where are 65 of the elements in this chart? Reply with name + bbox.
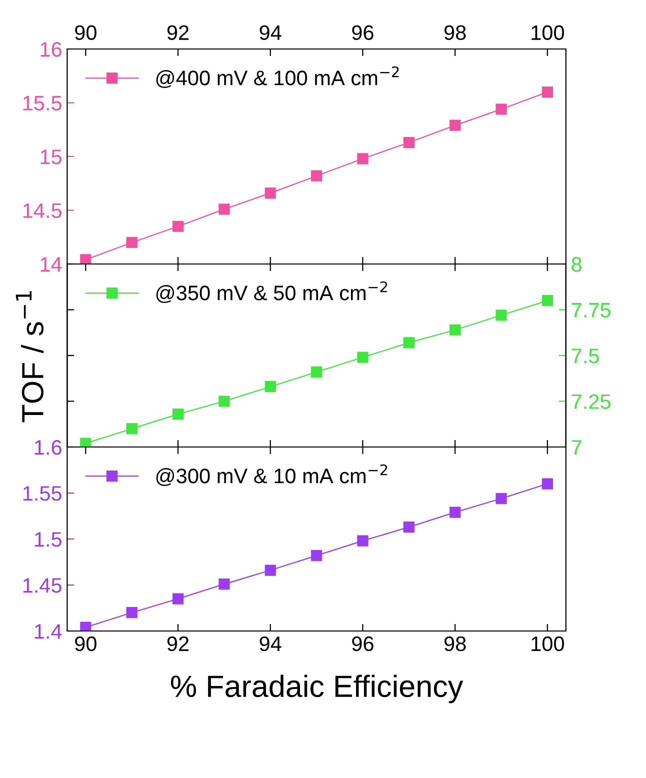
point <box>542 478 553 490</box>
y2-tick-label: 7.75 <box>572 302 610 318</box>
x-tick-label: 90 <box>75 636 96 652</box>
point <box>218 578 230 590</box>
y-tick-label: 15.5 <box>23 96 62 111</box>
point <box>218 396 230 407</box>
point <box>496 310 507 321</box>
point <box>496 104 507 115</box>
point <box>264 564 276 576</box>
point <box>310 366 322 378</box>
point <box>357 153 368 164</box>
y-tick-label: 1.45 <box>23 578 62 593</box>
y-tick-label: 1.5 <box>34 532 62 547</box>
point <box>172 593 184 604</box>
point <box>403 521 414 533</box>
point <box>450 506 461 518</box>
y2-tick-label: 7.25 <box>572 394 610 410</box>
point <box>80 254 92 264</box>
point <box>403 136 414 148</box>
x-tick-label: 100 <box>532 636 564 652</box>
point <box>310 170 322 182</box>
legend-label: @350 mV & 50 mA cm$^{−2}$ <box>156 281 388 304</box>
point <box>172 408 184 420</box>
x-tick-label: 96 <box>352 636 374 652</box>
point <box>450 120 461 131</box>
point <box>403 337 414 348</box>
y-axis-title: TOF / s$^{−1}$ <box>16 291 44 422</box>
x-tick-label: 92 <box>167 25 189 40</box>
y-tick-label: 14.5 <box>23 203 62 218</box>
y-tick-label: 16 <box>40 42 62 57</box>
point <box>126 607 138 618</box>
legend-label: @400 mV & 100 mA cm$^{−2}$ <box>156 66 399 88</box>
x-tick-label: 94 <box>260 25 282 40</box>
point <box>496 492 507 504</box>
y-tick-label: 14 <box>40 257 62 272</box>
y-tick-label: 1.6 <box>34 440 62 455</box>
point <box>310 550 322 562</box>
point <box>542 86 553 98</box>
point <box>126 236 138 248</box>
point <box>126 423 138 434</box>
point <box>80 438 92 447</box>
point <box>80 622 92 631</box>
y2-tick-label: 7 <box>572 440 582 455</box>
x-tick-label: 92 <box>167 636 189 652</box>
y2-tick-label: 7.5 <box>572 348 599 364</box>
legend-label: @300 mV & 10 mA cm$^{−2}$ <box>156 464 388 486</box>
y-tick-label: 1.4 <box>34 624 62 639</box>
x-tick-label: 98 <box>444 25 466 40</box>
point <box>450 324 461 336</box>
x-tick-label: 90 <box>75 25 96 40</box>
point <box>357 352 368 363</box>
y-tick-label: 15 <box>40 150 62 164</box>
x-tick-label: 96 <box>352 25 374 40</box>
point <box>172 220 184 232</box>
point <box>218 204 230 215</box>
x-axis-title: % Faradaic Efficiency <box>171 674 464 704</box>
x-tick-label: 98 <box>444 636 466 652</box>
y2-tick-label: 8 <box>572 257 582 272</box>
y-tick-label: 1.55 <box>23 486 62 501</box>
point <box>264 381 276 392</box>
point <box>264 187 276 199</box>
x-tick-label: 100 <box>532 25 564 40</box>
x-tick-label: 94 <box>260 636 282 652</box>
point <box>542 295 553 306</box>
point <box>357 535 368 546</box>
